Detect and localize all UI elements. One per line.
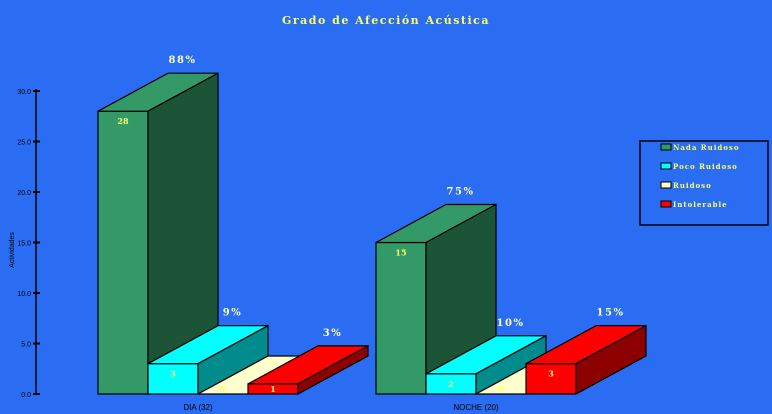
bar-0-0: [97, 72, 219, 396]
bar-value-label: 3: [170, 369, 176, 379]
x-category-label: NOCHE (20): [453, 403, 499, 412]
bars: [97, 72, 647, 396]
legend-box: [639, 140, 769, 226]
y-tick-label: 30.0: [17, 89, 31, 96]
labels: 28 88% 3 9% 0 1 3% DIA (32) 15 75% 2 10% 0 3 15% NOCHE …: [117, 55, 625, 412]
x-category-label: DIA (32): [183, 403, 213, 412]
legend-label: Nada Ruidoso: [673, 143, 740, 152]
legend: Nada Ruidoso Poco Ruidoso Ruidoso Intolerab…: [639, 140, 769, 226]
bar-percent-label: 88%: [169, 55, 197, 66]
bar-percent-label: 75%: [447, 187, 475, 198]
bar-front: [97, 110, 149, 395]
bar-side: [297, 344, 369, 396]
bar-value-label: 15: [395, 248, 406, 258]
bar-front: [147, 363, 199, 395]
legend-label: Intolerable: [673, 200, 728, 209]
y-axis: 0.0 5.0 10.0 15.0 20.0 25.0 30.0: [17, 89, 40, 399]
bar-value-label: 0: [220, 384, 226, 394]
bar-value-label: 1: [270, 384, 276, 394]
bar-value-label: 0: [498, 384, 504, 394]
legend-label: Ruidoso: [673, 181, 712, 190]
legend-swatch: [660, 181, 672, 189]
y-tick-label: 5.0: [21, 342, 31, 349]
legend-swatch: [660, 143, 672, 151]
bar-front: [375, 241, 427, 395]
y-axis-label: Actividades: [9, 232, 16, 268]
bar-front: [525, 363, 577, 395]
bar-0-3: [247, 344, 369, 396]
bar-0-1: [147, 324, 269, 396]
bar-percent-label: 3%: [323, 328, 342, 339]
y-tick-label: 20.0: [17, 190, 31, 197]
y-tick-label: 0.0: [21, 392, 31, 399]
legend-label: Poco Ruidoso: [673, 162, 738, 171]
chart-title: Grado de Afección Acústica: [282, 14, 490, 27]
bar-percent-label: 10%: [497, 318, 525, 329]
bar-value-label: 2: [448, 379, 454, 389]
bar-percent-label: 9%: [223, 308, 242, 319]
bar-percent-label: 15%: [597, 308, 625, 319]
y-tick-label: 10.0: [17, 291, 31, 298]
legend-swatch: [660, 162, 672, 170]
bar-value-label: 28: [117, 116, 129, 126]
bar-value-label: 3: [548, 369, 554, 379]
bar-side: [575, 324, 647, 396]
legend-swatch: [660, 200, 672, 208]
bar-1-3: [525, 324, 647, 396]
y-tick-label: 25.0: [17, 140, 31, 147]
y-tick-label: 15.0: [17, 241, 31, 248]
